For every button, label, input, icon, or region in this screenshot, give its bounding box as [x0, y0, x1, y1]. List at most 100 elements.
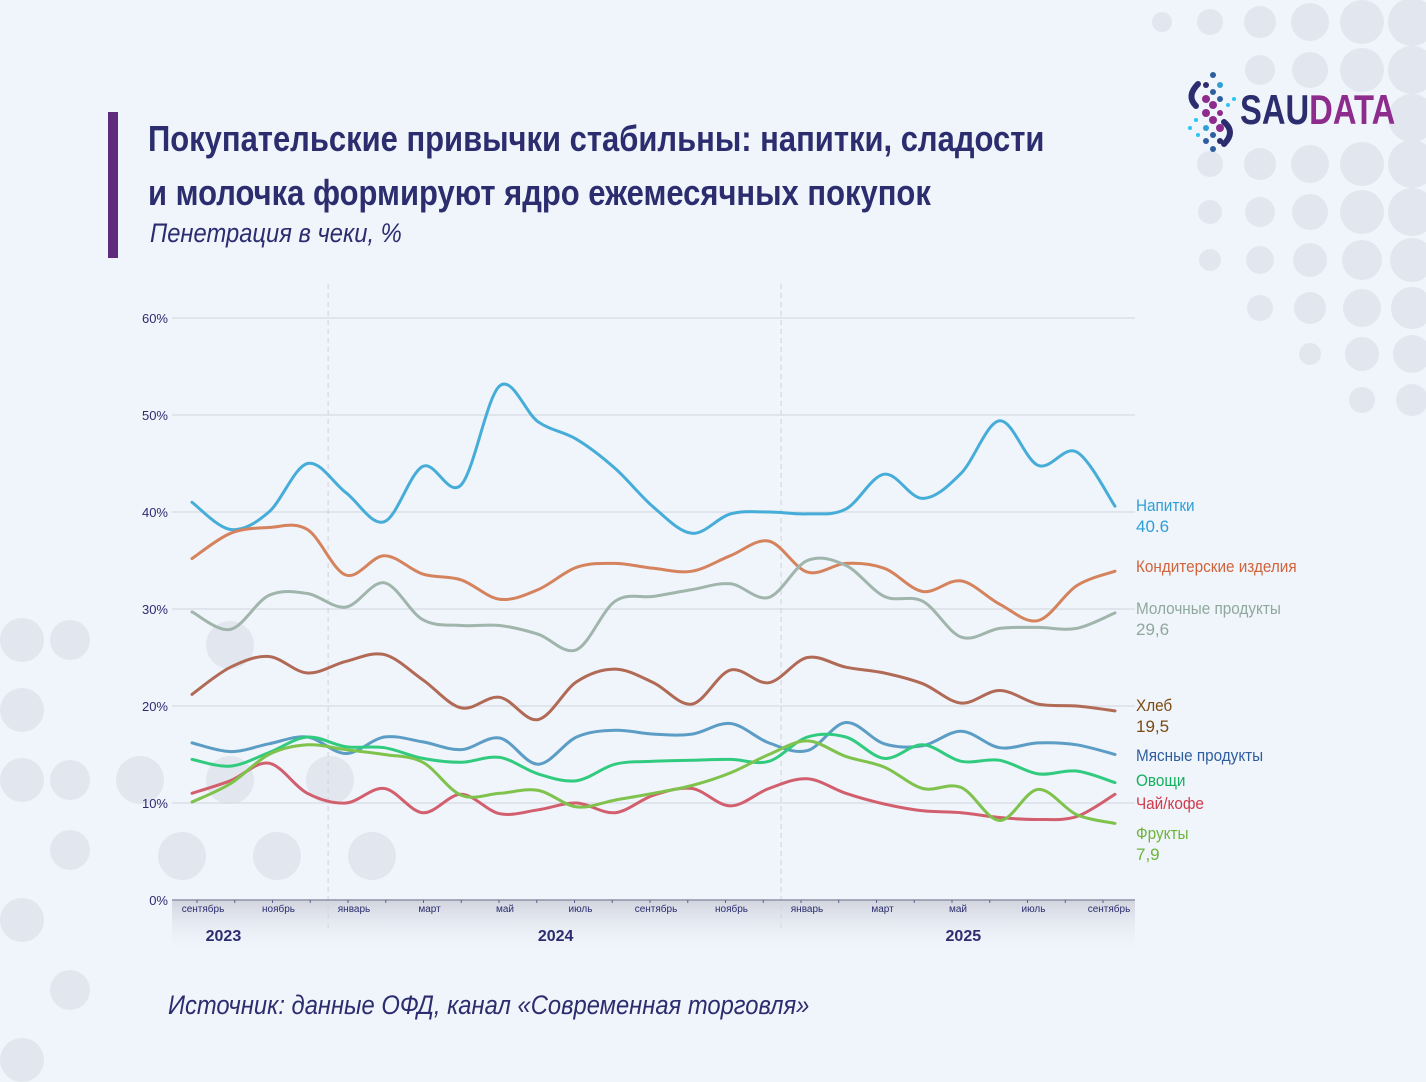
decorative-dot	[1349, 387, 1375, 413]
title-accent-bar	[108, 112, 118, 258]
decorative-dot	[1294, 292, 1326, 324]
x-tick-label: сентябрь	[182, 903, 225, 915]
decorative-dot	[1246, 246, 1274, 274]
decorative-dot	[1388, 94, 1426, 142]
x-tick-label: июль	[1022, 904, 1046, 915]
series-line-4	[190, 721, 1117, 766]
decorative-dot	[1340, 48, 1384, 92]
y-tick-label: 40%	[142, 505, 168, 520]
logo-text: SAUDATA	[1240, 86, 1395, 134]
decorative-dot	[1396, 384, 1426, 416]
decorative-dot	[1244, 6, 1276, 38]
x-tick-label: ноябрь	[715, 903, 748, 915]
x-tick-label: май	[496, 904, 514, 915]
saudata-logo: SAUDATA	[1184, 72, 1395, 152]
axis-shadow	[172, 900, 1135, 955]
series-line-0	[190, 382, 1117, 535]
series-labels: Напитки 40.6 Кондитерские изделия Молочные …	[1136, 496, 1297, 864]
decorative-dot	[158, 832, 206, 880]
decorative-dot	[1390, 238, 1426, 282]
decorative-dot	[1245, 55, 1275, 85]
decorative-dot	[50, 760, 90, 800]
decorative-dot	[1393, 335, 1426, 373]
decorative-dot	[1388, 46, 1426, 94]
x-tick-label: сентябрь	[1088, 903, 1131, 915]
series-label: Мясные продукты	[1136, 746, 1263, 765]
decorative-dot	[1199, 249, 1221, 271]
decorative-dot	[1197, 151, 1223, 177]
decorative-dot	[1388, 140, 1426, 188]
year-label: 2023	[206, 928, 242, 945]
series-end-value: 29,6	[1136, 620, 1169, 639]
y-tick-label: 60%	[142, 311, 168, 326]
decorative-dot	[1345, 337, 1379, 371]
decorative-dot	[0, 898, 44, 942]
y-tick-label: 0%	[149, 893, 168, 908]
year-label: 2025	[946, 928, 982, 945]
logo-mark-icon	[1188, 72, 1236, 152]
series-line-1	[190, 523, 1117, 623]
series-label: Хлеб	[1136, 696, 1172, 715]
y-tick-label: 30%	[142, 602, 168, 617]
series-label: Молочные продукты	[1136, 599, 1281, 618]
source-note: Источник: данные ОФД, канал «Современная…	[168, 990, 810, 1020]
decorative-dot	[1291, 3, 1329, 41]
series-end-value: 7,9	[1136, 845, 1160, 864]
series-label: Овощи	[1136, 771, 1185, 790]
chart-title: Покупательские привычки стабильны: напит…	[148, 112, 1044, 220]
series-end-value: 19,5	[1136, 717, 1169, 736]
decorative-dot	[1292, 52, 1328, 88]
decorative-dot	[0, 1038, 44, 1082]
decorative-dot	[1152, 12, 1172, 32]
decorative-dot	[1299, 343, 1321, 365]
x-tick-label: март	[418, 904, 441, 915]
decorative-dot	[1247, 295, 1273, 321]
chart-subtitle: Пенетрация в чеки, %	[150, 218, 402, 248]
decorative-dot	[1340, 142, 1384, 186]
x-tick-label: сентябрь	[635, 903, 678, 915]
series-lines	[190, 382, 1117, 825]
series-line-2	[190, 556, 1117, 653]
decorative-dot	[50, 830, 90, 870]
decorative-dot	[1197, 9, 1223, 35]
y-tick-label: 20%	[142, 699, 168, 714]
decorative-dot	[1391, 287, 1426, 329]
logo-text-data: DATA	[1309, 86, 1396, 133]
decorative-dot	[0, 688, 44, 732]
decorative-dot	[1340, 190, 1384, 234]
decorative-dot	[1343, 289, 1381, 327]
series-label: Кондитерские изделия	[1136, 557, 1297, 576]
logo-text-sau: SAU	[1240, 86, 1310, 133]
decorative-dot	[116, 756, 164, 804]
y-tick-label: 50%	[142, 408, 168, 423]
decorative-dot	[1244, 148, 1276, 180]
x-tick-label: январь	[338, 904, 370, 915]
x-tick-label: март	[871, 904, 894, 915]
decorative-dot	[1292, 194, 1328, 230]
decorative-dot	[1198, 200, 1222, 224]
decorative-dot	[1388, 188, 1426, 236]
decorative-dot	[1291, 145, 1329, 183]
x-tick-label: ноябрь	[262, 903, 295, 915]
series-label: Фрукты	[1136, 824, 1188, 843]
series-line-5	[190, 732, 1117, 785]
decorative-dot	[1342, 240, 1382, 280]
series-line-3	[190, 652, 1117, 722]
series-line-6	[190, 761, 1117, 822]
decorative-dot	[0, 618, 44, 662]
series-label: Чай/кофе	[1136, 794, 1204, 813]
x-tick-label: июль	[569, 904, 593, 915]
decorative-dot	[1245, 197, 1275, 227]
year-label: 2024	[538, 928, 574, 945]
series-line-7	[190, 739, 1117, 825]
decorative-dot	[0, 758, 44, 802]
axes: 0% 10% 20% 30% 40% 50% 60% сентябрь ноябрь январь…	[142, 311, 1135, 955]
grid-lines	[172, 284, 1135, 930]
decorative-dot	[50, 970, 90, 1010]
decorative-dot	[1293, 243, 1327, 277]
decorative-dot	[1340, 0, 1384, 44]
series-label: Напитки	[1136, 496, 1195, 515]
decorative-dot	[1388, 0, 1426, 46]
title-line-2: и молочка формируют ядро ежемесячных пок…	[148, 172, 931, 213]
